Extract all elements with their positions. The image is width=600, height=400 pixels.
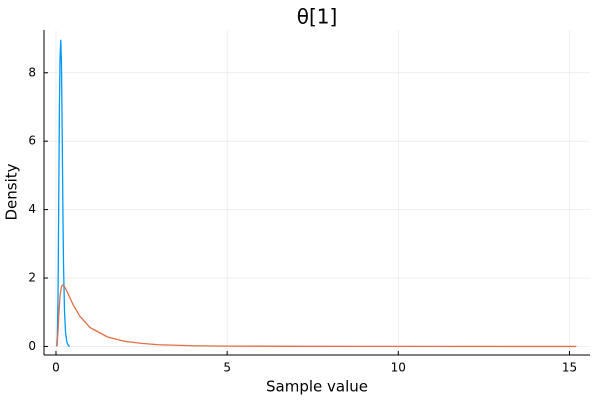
x-tick-label: 0	[52, 361, 60, 375]
chart-title: θ[1]	[297, 5, 338, 29]
series-1-density-line	[56, 39, 71, 347]
x-tick-label: 15	[562, 361, 577, 375]
grid	[44, 30, 590, 355]
series-2-density-line	[56, 284, 577, 348]
y-tick-label: 2	[28, 271, 36, 285]
y-tick-label: 4	[28, 202, 36, 216]
y-tick-label: 0	[28, 339, 36, 353]
x-tick-label: 10	[391, 361, 406, 375]
y-axis-label: Density	[3, 163, 21, 220]
y-tick-label: 8	[28, 65, 36, 79]
x-ticks: 0 5 10 15	[52, 351, 577, 375]
series-group	[56, 39, 577, 348]
y-tick-label: 6	[28, 134, 36, 148]
y-ticks: 0 2 4 6 8	[28, 65, 48, 353]
axes	[43, 30, 590, 356]
x-tick-label: 5	[223, 361, 231, 375]
x-axis-label: Sample value	[266, 378, 368, 396]
